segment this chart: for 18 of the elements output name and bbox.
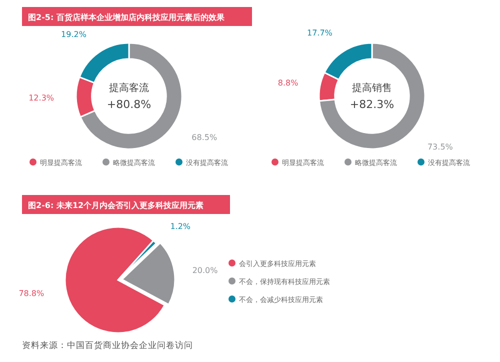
- data-label: 8.8%: [278, 78, 299, 88]
- chart-title: 图2-6: 未来12个月内会否引入更多科技应用元素: [28, 200, 204, 210]
- data-label: 78.8%: [18, 288, 45, 298]
- data-label: 17.7%: [306, 28, 333, 38]
- data-label: 20.0%: [192, 266, 218, 275]
- text: 提高客流: [109, 82, 149, 94]
- data-label: 1.2%: [170, 222, 191, 232]
- donut-slice: [80, 42, 183, 150]
- text: +82.3%: [350, 98, 394, 111]
- text: 提高销售: [352, 82, 392, 94]
- text: +80.8%: [106, 98, 152, 111]
- data-label: 12.3%: [28, 94, 54, 103]
- chart-title: 图2-5: 百货店样本企业增加店内科技应用元素后的效果: [28, 12, 226, 22]
- text: 资料来源：中国百货商业协会企业问卷访问: [22, 340, 193, 351]
- data-label: 73.5%: [427, 142, 454, 152]
- data-label: 19.2%: [61, 30, 87, 40]
- data-label: 68.5%: [192, 133, 218, 142]
- donut-slice: [318, 42, 426, 150]
